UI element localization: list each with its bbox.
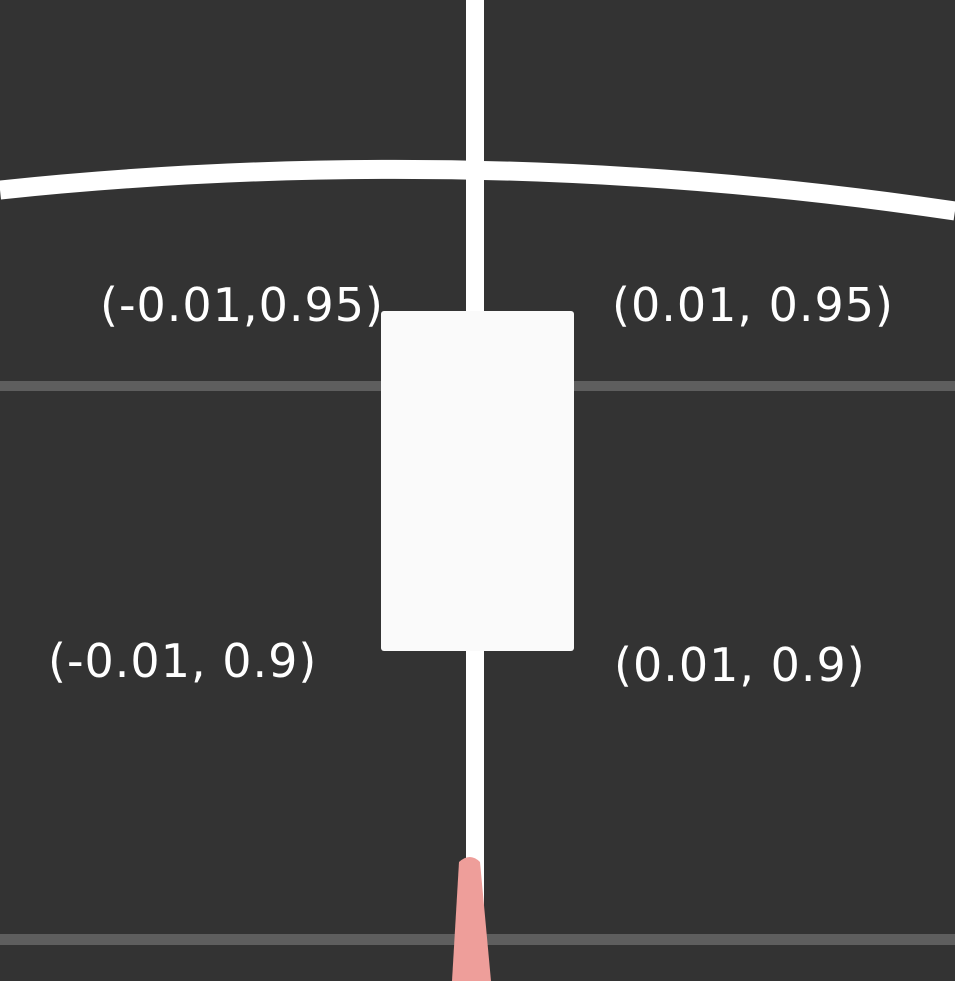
bottom-right-coordinate-label: (0.01, 0.9) (614, 638, 866, 692)
bottom-left-coordinate-label: (-0.01, 0.9) (48, 634, 318, 688)
top-right-coordinate-label: (0.01, 0.95) (612, 278, 894, 332)
pointer-marker (452, 857, 491, 981)
top-left-coordinate-label: (-0.01,0.95) (100, 278, 384, 332)
center-box (381, 311, 574, 651)
